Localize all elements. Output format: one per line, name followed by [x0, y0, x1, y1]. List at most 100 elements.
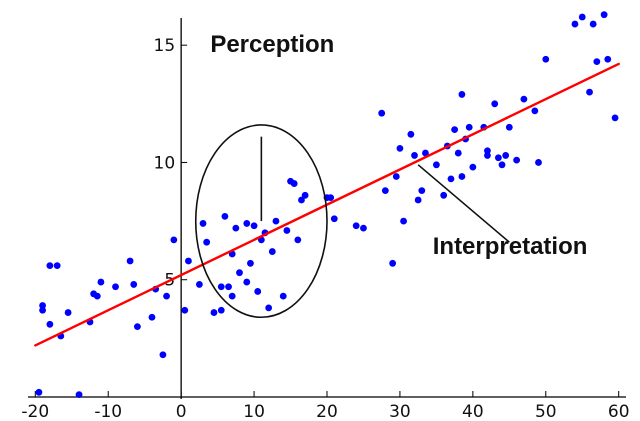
data-point: [494, 154, 502, 162]
data-point: [469, 163, 477, 171]
x-tick-label: 30: [389, 402, 411, 421]
data-point: [422, 149, 429, 157]
data-point: [578, 13, 586, 21]
data-point: [298, 196, 305, 204]
data-point: [589, 20, 597, 28]
x-tick-label: -20: [21, 402, 49, 421]
data-point: [542, 55, 550, 63]
data-point: [35, 388, 43, 396]
x-tick-label: 50: [535, 402, 557, 421]
data-point: [392, 173, 400, 180]
data-point: [611, 114, 619, 122]
data-point: [236, 269, 243, 277]
data-point: [39, 306, 46, 314]
data-point: [301, 191, 309, 199]
perception-label: Perception: [210, 31, 334, 58]
data-point: [46, 320, 54, 328]
data-point: [64, 309, 72, 316]
data-point: [46, 262, 54, 270]
data-point: [210, 309, 218, 316]
data-point: [97, 278, 105, 286]
data-point: [327, 194, 335, 202]
data-point: [407, 130, 415, 138]
data-point: [400, 217, 407, 225]
data-point: [283, 227, 291, 234]
data-point: [531, 107, 539, 115]
data-point: [254, 288, 262, 295]
data-point: [571, 20, 579, 28]
data-point: [290, 180, 298, 187]
interpretation-pointer-line: [417, 164, 510, 243]
data-point: [217, 306, 225, 314]
x-tick-label: 0: [176, 402, 187, 421]
data-point: [159, 351, 167, 359]
points-layer: [35, 11, 619, 399]
data-point: [195, 281, 203, 288]
data-point: [447, 175, 455, 183]
data-point: [268, 248, 276, 255]
data-point: [330, 215, 338, 223]
data-point: [250, 222, 258, 230]
data-point: [378, 109, 386, 117]
data-point: [130, 281, 138, 288]
data-point: [484, 152, 491, 159]
data-point: [604, 55, 612, 63]
data-point: [294, 236, 302, 244]
data-point: [389, 259, 397, 267]
data-point: [593, 58, 601, 65]
data-point: [465, 123, 473, 131]
data-point: [228, 292, 236, 300]
x-tick-label: -10: [94, 402, 122, 421]
data-point: [414, 196, 422, 204]
data-point: [243, 278, 251, 286]
data-point: [232, 224, 240, 232]
data-point: [458, 173, 466, 180]
data-point: [243, 220, 251, 227]
data-point: [53, 262, 61, 270]
data-point: [225, 283, 232, 291]
data-point: [126, 257, 134, 265]
data-point: [148, 313, 156, 321]
data-point: [458, 91, 466, 98]
data-point: [112, 283, 119, 291]
x-tick-label: 40: [462, 402, 484, 421]
data-point: [513, 156, 521, 164]
data-point: [432, 161, 440, 169]
data-point: [418, 187, 426, 195]
data-point: [279, 292, 287, 300]
data-point: [39, 302, 46, 309]
data-point: [265, 304, 273, 312]
data-point: [396, 144, 404, 152]
x-tick-label: 20: [316, 402, 338, 421]
data-point: [454, 149, 462, 157]
annotation-layer: Perception Interpretation: [194, 31, 588, 319]
y-tick-label: 10: [154, 153, 176, 173]
data-point: [93, 292, 101, 300]
data-point: [352, 222, 360, 230]
data-point: [502, 152, 510, 159]
data-point: [440, 191, 448, 199]
data-point: [170, 236, 178, 244]
data-point: [411, 152, 418, 159]
x-tick-label: 10: [243, 402, 265, 421]
data-point: [498, 161, 506, 169]
data-point: [360, 224, 367, 232]
data-point: [600, 11, 608, 19]
data-point: [451, 126, 459, 134]
data-point: [520, 95, 528, 103]
data-point: [221, 213, 229, 220]
data-point: [247, 259, 254, 267]
data-point: [75, 391, 83, 399]
data-point: [133, 323, 141, 331]
axes-layer: -20-10010203040506051015: [21, 18, 630, 421]
data-point: [484, 147, 491, 155]
data-point: [272, 217, 280, 225]
perception-ellipse: [194, 124, 328, 319]
data-point: [199, 220, 207, 227]
data-point: [586, 88, 593, 96]
trend-line: [34, 62, 620, 347]
data-point: [163, 292, 170, 300]
x-tick-label: 60: [608, 402, 630, 421]
interpretation-label: Interpretation: [433, 233, 588, 260]
